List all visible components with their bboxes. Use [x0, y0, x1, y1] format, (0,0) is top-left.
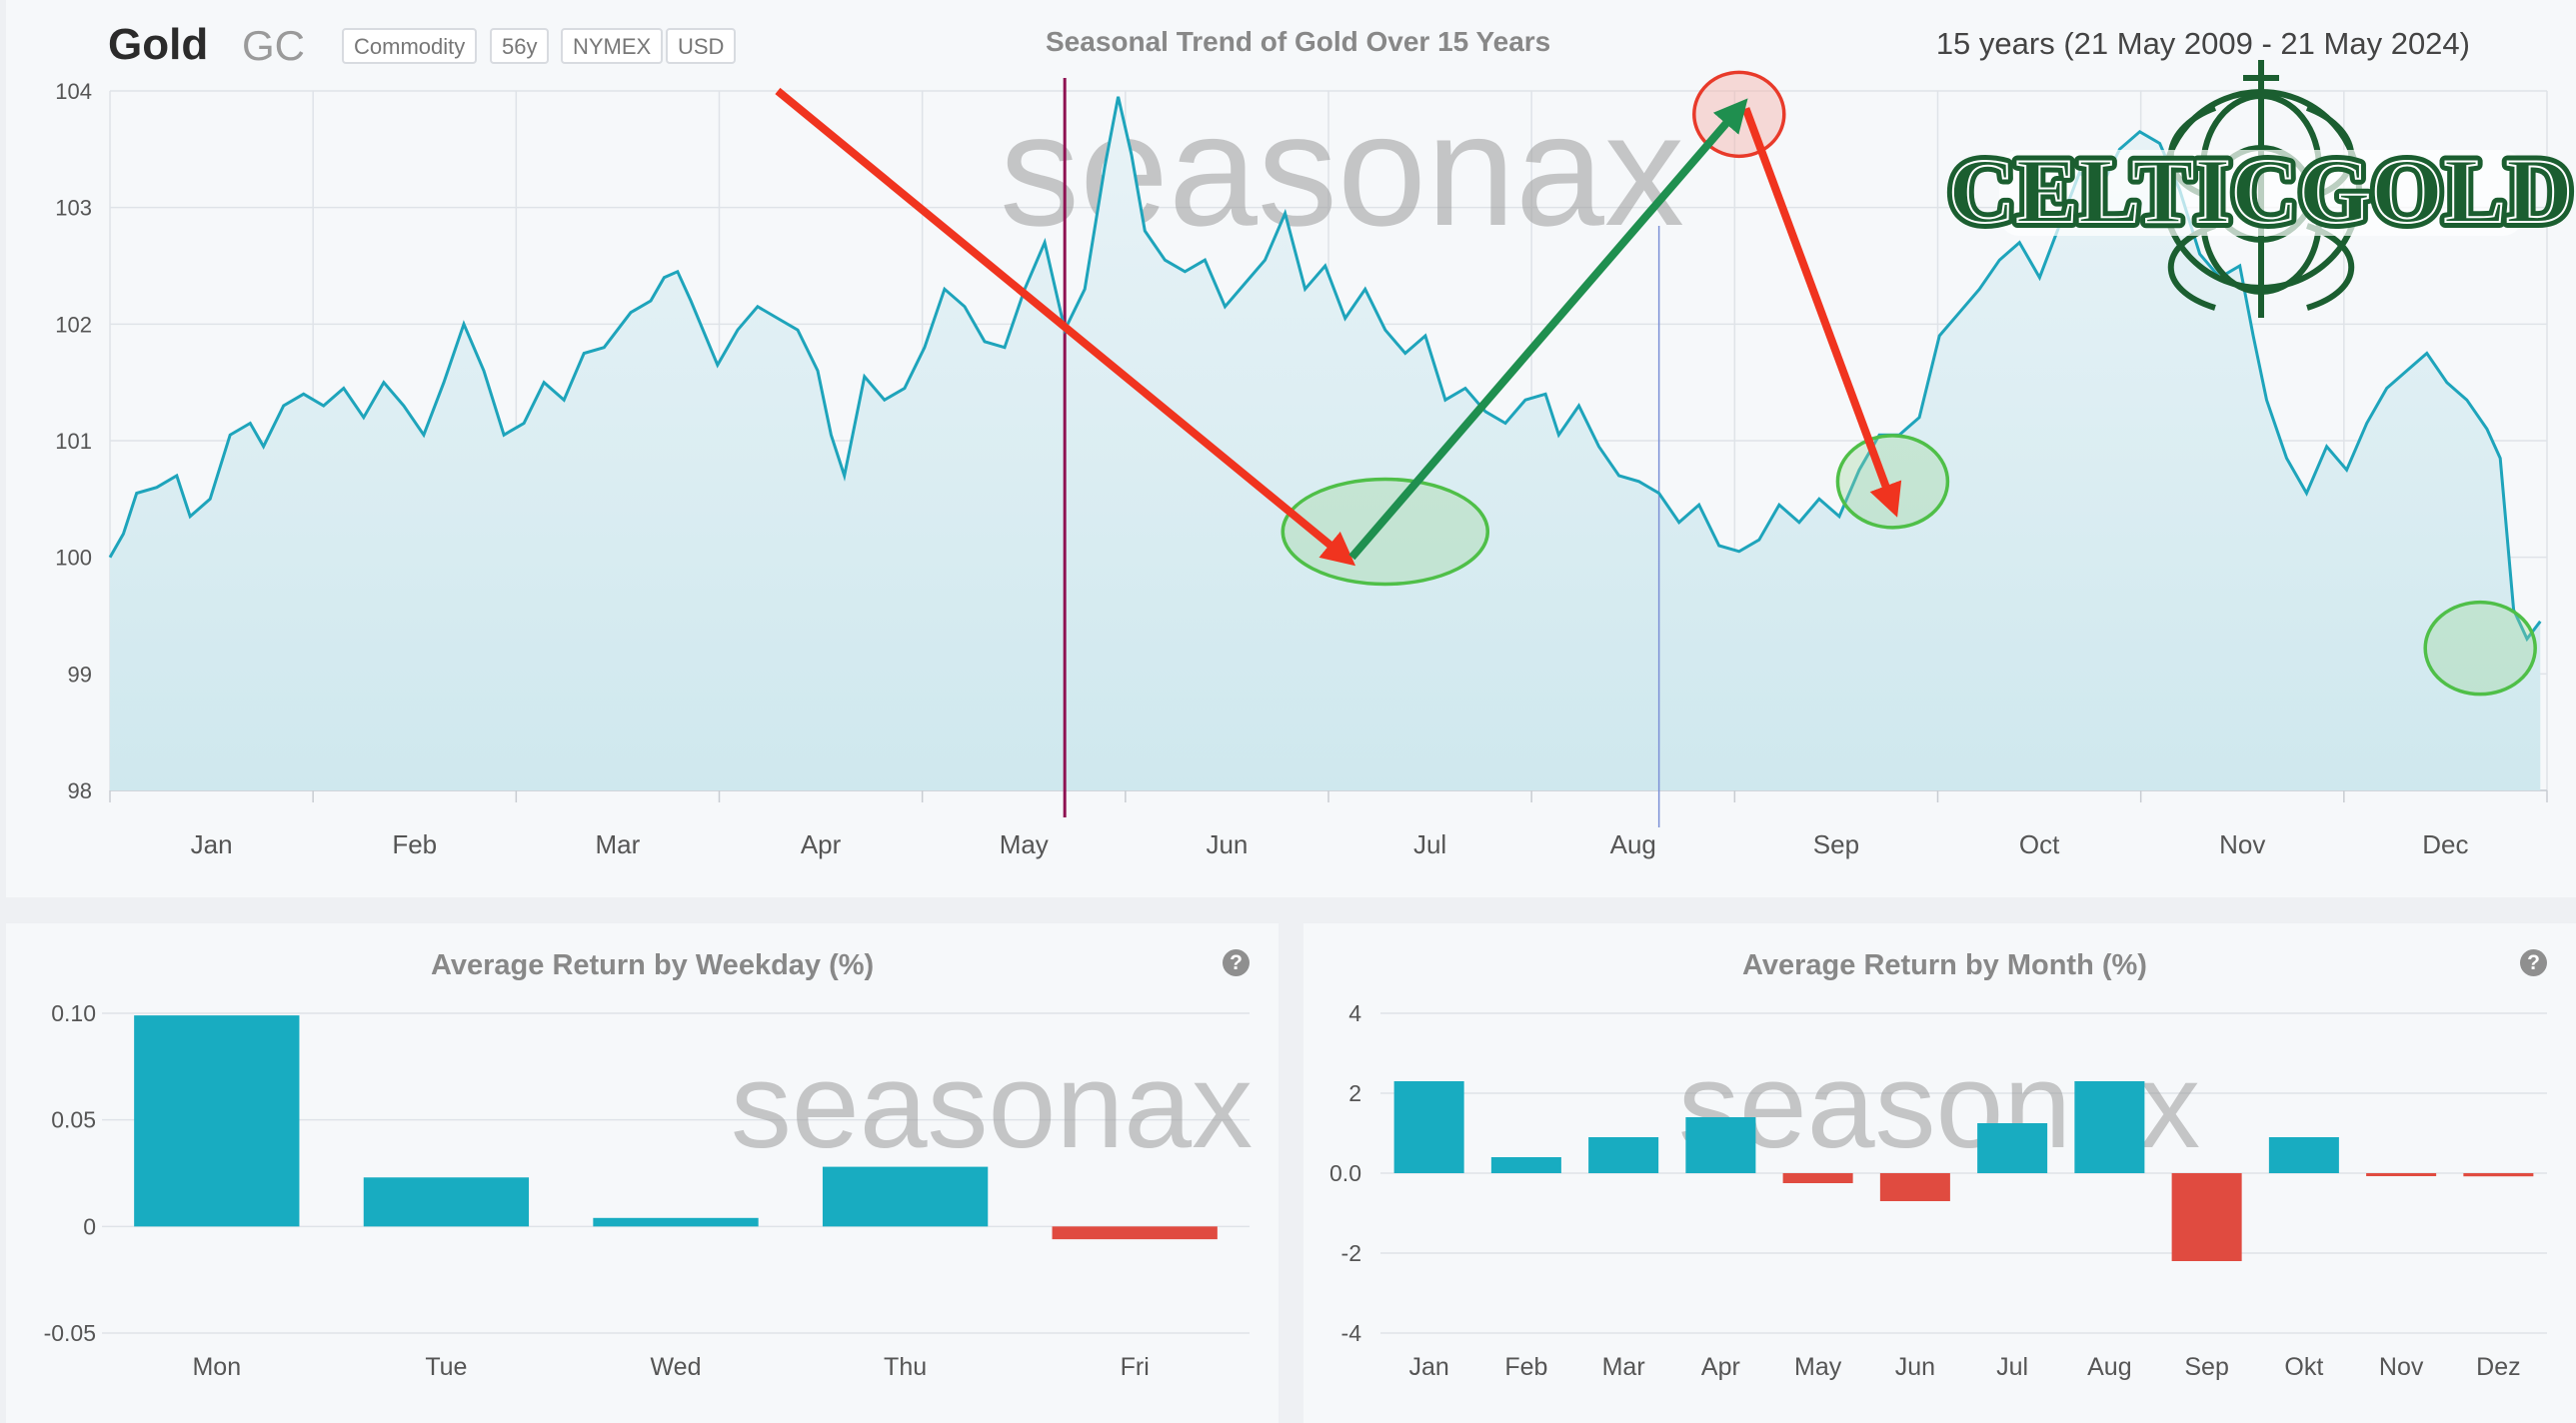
x-tick-label: Oct	[2019, 829, 2060, 859]
chart-title: Seasonal Trend of Gold Over 15 Years	[1046, 26, 1551, 57]
green-circle-annotation	[2423, 600, 2537, 697]
x-tick-label: Feb	[392, 829, 437, 859]
bar-y-tick-label: 0.10	[51, 1000, 96, 1026]
bar-sep[interactable]	[2171, 1173, 2242, 1261]
bar-y-tick-label: -2	[1341, 1240, 1361, 1266]
bar-x-tick-label: Feb	[1504, 1353, 1547, 1381]
y-tick-label: 100	[55, 546, 92, 571]
bar-x-tick-label: Sep	[2184, 1353, 2228, 1381]
y-tick-label: 101	[55, 429, 92, 454]
y-tick-label: 102	[55, 312, 92, 337]
bar-may[interactable]	[1782, 1173, 1853, 1183]
bar-y-tick-label: 0.05	[51, 1107, 96, 1133]
bar-feb[interactable]	[1490, 1157, 1561, 1173]
bar-x-tick-label: Okt	[2284, 1353, 2323, 1381]
main-axis-labels: 98 99 100 101 102 103 104 Jan Feb Mar Apr May Jun Jul…	[55, 79, 2468, 859]
red-arrow-annotation	[1741, 107, 1902, 518]
bar-y-tick-label: 4	[1348, 1000, 1361, 1026]
bar-wed[interactable]	[593, 1217, 759, 1227]
x-tick-label: Mar	[596, 829, 641, 859]
y-tick-label: 98	[68, 778, 92, 803]
bar-x-tick-label: Fri	[1121, 1353, 1150, 1381]
x-tick-label: Aug	[1610, 829, 1656, 859]
weekday-chart-title: Average Return by Weekday (%)	[431, 949, 875, 981]
bar-thu[interactable]	[822, 1166, 989, 1227]
bar-y-tick-label: 0.0	[1329, 1160, 1361, 1186]
x-tick-label: Dec	[2422, 829, 2468, 859]
bar-x-tick-label: Dez	[2476, 1353, 2520, 1381]
green-arrow-annotation	[1348, 98, 1748, 561]
x-tick-label: Jul	[1413, 829, 1446, 859]
logo-text: CELTICGOLD	[1948, 140, 2573, 242]
logo-text-outline: CELTICGOLD	[1948, 140, 2573, 242]
month-chart-title: Average Return by Month (%)	[1742, 949, 2147, 981]
bar-x-tick-label: Jul	[1996, 1353, 2028, 1381]
tag-exchange[interactable]: NYMEX	[561, 28, 664, 64]
weekday-help-icon[interactable]: ?	[1223, 949, 1250, 976]
area-fill	[110, 96, 2541, 791]
asset-symbol: GC	[242, 22, 305, 69]
bar-x-tick-label: Aug	[2087, 1353, 2131, 1381]
annotations	[775, 70, 2537, 697]
y-tick-label: 103	[55, 196, 92, 221]
bar-y-tick-label: 0	[83, 1213, 96, 1239]
bar-x-tick-label: Thu	[884, 1353, 927, 1381]
x-tick-label: Sep	[1813, 829, 1859, 859]
month-help-icon[interactable]: ?	[2520, 949, 2547, 976]
celticgold-logo: CELTICGOLD CELTICGOLD	[1942, 60, 2576, 318]
bar-mar[interactable]	[1588, 1137, 1659, 1173]
bar-x-tick-label: Wed	[651, 1353, 702, 1381]
x-tick-label: Jan	[191, 829, 233, 859]
seasonal-trend-line	[108, 96, 2542, 643]
bar-x-tick-label: Jan	[1408, 1353, 1448, 1381]
watermark-weekday: seasonax	[731, 1037, 1253, 1173]
red-arrow-annotation	[775, 87, 1356, 567]
bar-y-tick-label: -4	[1341, 1320, 1362, 1346]
bar-jun[interactable]	[1879, 1173, 1950, 1201]
tag-currency[interactable]: USD	[666, 28, 737, 64]
x-tick-label: Jun	[1206, 829, 1248, 859]
bar-okt[interactable]	[2268, 1137, 2339, 1173]
bar-x-tick-label: May	[1794, 1353, 1842, 1381]
bar-x-tick-label: Nov	[2379, 1353, 2424, 1381]
bar-apr[interactable]	[1685, 1117, 1756, 1173]
bar-jul[interactable]	[1977, 1123, 2048, 1173]
bar-tue[interactable]	[363, 1177, 530, 1227]
tag-commodity[interactable]: Commodity	[342, 28, 478, 64]
bar-x-tick-label: Apr	[1701, 1353, 1740, 1381]
bar-y-tick-label: -0.05	[44, 1320, 96, 1346]
x-tick-label: Nov	[2219, 829, 2265, 859]
bar-x-tick-label: Mar	[1602, 1353, 1645, 1381]
bar-x-tick-label: Jun	[1895, 1353, 1935, 1381]
bar-y-tick-label: 2	[1348, 1080, 1361, 1106]
bar-jan[interactable]	[1393, 1081, 1464, 1173]
x-tick-label: May	[1000, 829, 1049, 859]
bar-dez[interactable]	[2463, 1173, 2534, 1177]
tag-years[interactable]: 56y	[490, 28, 550, 64]
period-label[interactable]: 15 years (21 May 2009 - 21 May 2024)	[1935, 26, 2470, 61]
y-tick-label: 99	[68, 662, 92, 687]
bar-mon[interactable]	[134, 1015, 300, 1227]
bar-x-tick-label: Tue	[425, 1353, 467, 1381]
bar-x-tick-label: Mon	[192, 1353, 241, 1381]
bar-fri[interactable]	[1052, 1226, 1218, 1240]
x-tick-label: Apr	[801, 829, 842, 859]
asset-name: Gold	[108, 20, 209, 69]
bar-aug[interactable]	[2074, 1081, 2145, 1173]
bar-nov[interactable]	[2366, 1173, 2437, 1176]
y-tick-label: 104	[55, 79, 92, 104]
